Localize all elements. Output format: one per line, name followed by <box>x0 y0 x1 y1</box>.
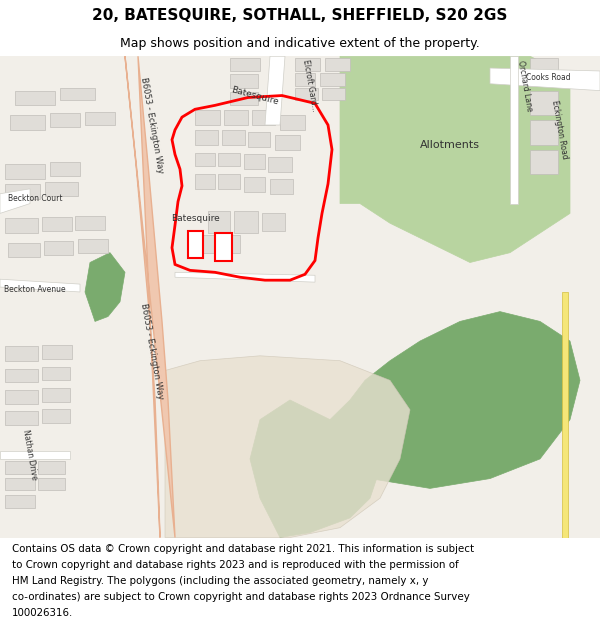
Text: Beckton Avenue: Beckton Avenue <box>4 284 66 294</box>
Polygon shape <box>325 58 350 71</box>
Polygon shape <box>262 213 285 231</box>
Polygon shape <box>85 112 115 125</box>
Polygon shape <box>218 174 240 189</box>
Polygon shape <box>195 174 215 189</box>
Polygon shape <box>42 409 70 422</box>
Text: 100026316.: 100026316. <box>12 608 73 618</box>
Text: Orchard Lane: Orchard Lane <box>516 59 534 112</box>
Text: Nathan Drive: Nathan Drive <box>21 429 39 481</box>
Polygon shape <box>5 184 40 199</box>
Polygon shape <box>224 110 248 125</box>
Polygon shape <box>195 110 220 125</box>
Polygon shape <box>38 478 65 491</box>
Text: B6053 - Eckington Way: B6053 - Eckington Way <box>139 302 165 399</box>
Text: Contains OS data © Crown copyright and database right 2021. This information is : Contains OS data © Crown copyright and d… <box>12 544 474 554</box>
Text: Cooks Road: Cooks Road <box>526 73 571 82</box>
Polygon shape <box>5 369 38 382</box>
Polygon shape <box>268 158 292 172</box>
Polygon shape <box>45 182 78 196</box>
Text: Eckington Road: Eckington Road <box>550 100 569 160</box>
Polygon shape <box>75 216 105 230</box>
Text: Batesquire: Batesquire <box>170 214 220 222</box>
Polygon shape <box>295 88 318 101</box>
Text: HM Land Registry. The polygons (including the associated geometry, namely x, y: HM Land Registry. The polygons (includin… <box>12 576 428 586</box>
Polygon shape <box>230 74 258 88</box>
Polygon shape <box>0 279 80 292</box>
Polygon shape <box>0 451 70 459</box>
Polygon shape <box>195 235 215 252</box>
Polygon shape <box>0 189 30 213</box>
Polygon shape <box>244 154 265 169</box>
Polygon shape <box>530 149 558 174</box>
Text: to Crown copyright and database rights 2023 and is reproduced with the permissio: to Crown copyright and database rights 2… <box>12 560 458 570</box>
Polygon shape <box>42 388 70 402</box>
Polygon shape <box>530 120 558 144</box>
Polygon shape <box>15 91 55 106</box>
Polygon shape <box>252 110 275 125</box>
Text: Allotments: Allotments <box>420 139 480 149</box>
Polygon shape <box>280 115 305 130</box>
Polygon shape <box>5 478 35 491</box>
Polygon shape <box>5 411 38 424</box>
Polygon shape <box>42 217 72 231</box>
Polygon shape <box>275 135 300 149</box>
Text: Batesquire: Batesquire <box>230 85 280 106</box>
Polygon shape <box>310 312 580 488</box>
Polygon shape <box>175 272 315 282</box>
Polygon shape <box>188 231 203 258</box>
Polygon shape <box>234 211 258 233</box>
Polygon shape <box>322 88 345 101</box>
Polygon shape <box>218 235 240 252</box>
Polygon shape <box>5 164 45 179</box>
Polygon shape <box>5 461 35 474</box>
Polygon shape <box>42 345 72 359</box>
Polygon shape <box>530 91 558 115</box>
Polygon shape <box>530 58 558 86</box>
Polygon shape <box>5 218 38 233</box>
Polygon shape <box>78 239 108 252</box>
Polygon shape <box>510 56 518 204</box>
Polygon shape <box>50 162 80 176</box>
Polygon shape <box>248 132 270 147</box>
Polygon shape <box>222 130 245 144</box>
Polygon shape <box>320 73 345 86</box>
Polygon shape <box>5 495 35 508</box>
Polygon shape <box>195 152 215 166</box>
Polygon shape <box>250 400 380 538</box>
Polygon shape <box>5 346 38 361</box>
Text: Elcroft Gard...: Elcroft Gard... <box>301 59 319 112</box>
Polygon shape <box>60 88 95 101</box>
Polygon shape <box>38 461 65 474</box>
Polygon shape <box>265 56 285 125</box>
Polygon shape <box>230 58 260 71</box>
Text: B6053 - Eckington Way: B6053 - Eckington Way <box>139 76 165 174</box>
Polygon shape <box>50 113 80 127</box>
Polygon shape <box>8 243 40 257</box>
Polygon shape <box>218 152 240 166</box>
Polygon shape <box>295 73 315 86</box>
Polygon shape <box>195 130 218 144</box>
Polygon shape <box>244 177 265 192</box>
Polygon shape <box>10 115 45 130</box>
Polygon shape <box>0 56 600 538</box>
Polygon shape <box>5 390 38 404</box>
Polygon shape <box>295 58 320 71</box>
Polygon shape <box>340 56 570 262</box>
Polygon shape <box>490 68 600 91</box>
Polygon shape <box>208 211 230 233</box>
Polygon shape <box>270 179 293 194</box>
Text: co-ordinates) are subject to Crown copyright and database rights 2023 Ordnance S: co-ordinates) are subject to Crown copyr… <box>12 592 470 602</box>
Polygon shape <box>44 241 73 254</box>
Polygon shape <box>562 292 568 538</box>
Polygon shape <box>230 92 258 106</box>
Text: Map shows position and indicative extent of the property.: Map shows position and indicative extent… <box>120 38 480 51</box>
Polygon shape <box>215 233 232 261</box>
Polygon shape <box>125 56 175 538</box>
Text: 20, BATESQUIRE, SOTHALL, SHEFFIELD, S20 2GS: 20, BATESQUIRE, SOTHALL, SHEFFIELD, S20 … <box>92 8 508 23</box>
Text: Beckton Court: Beckton Court <box>8 194 62 203</box>
Polygon shape <box>165 356 410 538</box>
Polygon shape <box>42 367 70 381</box>
Polygon shape <box>85 253 125 321</box>
